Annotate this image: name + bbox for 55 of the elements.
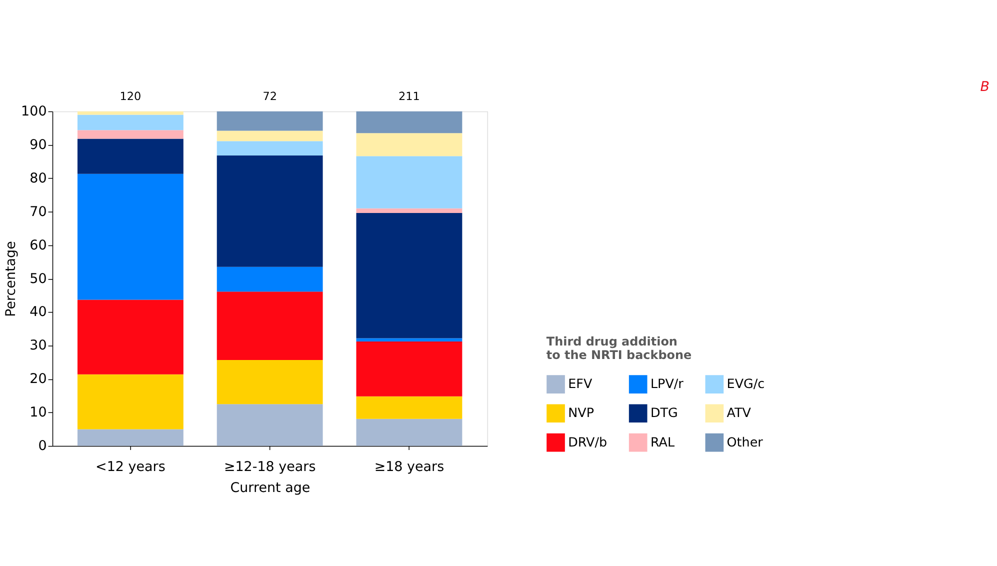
bar <box>77 374 184 430</box>
legend-label: ATV <box>726 405 752 420</box>
y-axis-title: Percentage <box>3 241 20 317</box>
legend-label: DRV/b <box>568 434 608 450</box>
y-tick-label: 80 <box>30 170 47 186</box>
bar <box>216 266 323 292</box>
annotation: 72 <box>262 90 277 104</box>
y-tick-label: 10 <box>30 404 47 421</box>
bar <box>356 342 462 396</box>
bar <box>356 133 462 156</box>
bar <box>356 418 462 446</box>
legend-title: Third drug addition to the NRTI backbone <box>546 334 692 362</box>
x-tick-label: ≥12-18 years <box>224 459 316 475</box>
bar <box>216 141 323 156</box>
annotation: 211 <box>398 90 420 104</box>
bar <box>77 130 184 139</box>
y-tick-label: 90 <box>30 136 47 153</box>
bar <box>356 156 462 208</box>
annotation: 120 <box>120 90 142 104</box>
y-tick-label: 20 <box>30 371 47 388</box>
bar <box>77 300 184 374</box>
x-tick-label: <12 years <box>96 459 166 475</box>
bar <box>216 130 323 142</box>
bar <box>356 338 462 342</box>
x-axis-title: Current age <box>230 480 310 496</box>
bar <box>356 213 462 338</box>
bar <box>77 174 184 300</box>
y-tick-label: 70 <box>30 204 47 220</box>
legend-label: NVP <box>568 405 594 420</box>
bar <box>356 111 462 134</box>
bar <box>356 396 462 419</box>
bar <box>216 360 323 404</box>
bar <box>216 292 323 360</box>
bar <box>77 114 184 130</box>
x-tick-label: ≥18 years <box>374 459 444 475</box>
bar <box>356 208 462 214</box>
text: B <box>980 79 990 96</box>
legend-label: EVG/c <box>726 376 765 392</box>
bar <box>216 111 323 131</box>
y-tick-label: 0 <box>38 438 47 454</box>
legend-label: LPV/r <box>650 376 684 392</box>
legend-label: RAL <box>650 434 676 450</box>
legend-label: EFV <box>568 376 592 392</box>
y-tick-label: 40 <box>30 304 47 320</box>
y-tick-label: 30 <box>30 338 47 354</box>
y-tick-label: 100 <box>21 103 47 120</box>
y-tick-label: 60 <box>30 237 47 254</box>
legend-label: Other <box>726 434 764 450</box>
bar <box>77 111 184 115</box>
bar <box>77 429 184 446</box>
bar <box>77 138 184 174</box>
legend-label: DTG <box>650 405 678 420</box>
bar <box>216 404 323 446</box>
bar <box>216 156 323 267</box>
y-tick-label: 50 <box>30 270 47 287</box>
